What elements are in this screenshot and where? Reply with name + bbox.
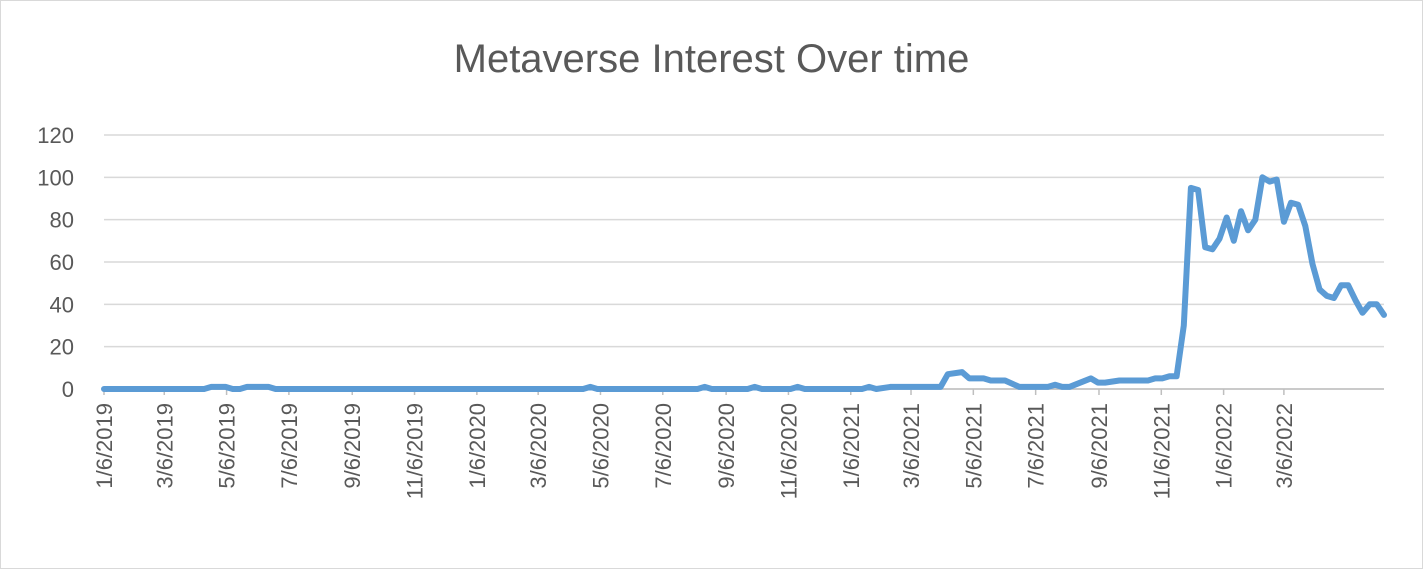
y-tick-label: 60 xyxy=(50,250,74,275)
x-tick-label: 1/6/2019 xyxy=(92,403,117,489)
y-tick-label: 120 xyxy=(37,123,74,148)
x-tick-label: 7/6/2019 xyxy=(277,403,302,489)
y-tick-label: 80 xyxy=(50,208,74,233)
y-tick-label: 0 xyxy=(62,377,74,402)
x-tick-label: 1/6/2022 xyxy=(1212,403,1237,489)
x-tick-label: 9/6/2021 xyxy=(1087,403,1112,489)
series-layer xyxy=(101,174,1387,392)
x-axis-ticks: 1/6/2019 3/6/2019 5/6/2019 7/6/2019 9/6/2019… xyxy=(92,389,1297,499)
x-tick-label: 3/6/2020 xyxy=(526,403,551,489)
x-tick-label: 1/6/2020 xyxy=(465,403,490,489)
x-tick-label: 11/6/2020 xyxy=(776,403,801,499)
x-tick-label: 11/6/2021 xyxy=(1149,403,1174,499)
x-tick-label: 7/6/2020 xyxy=(651,403,676,489)
x-tick-label: 1/6/2021 xyxy=(839,403,864,489)
x-tick-label: 5/6/2020 xyxy=(588,403,613,489)
gridlines xyxy=(104,134,1384,390)
x-tick-label: 9/6/2020 xyxy=(714,403,739,489)
x-tick-label: 3/6/2022 xyxy=(1272,403,1297,489)
x-tick-label: 3/6/2021 xyxy=(899,403,924,489)
x-tick-label: 11/6/2019 xyxy=(403,403,428,499)
y-tick-label: 20 xyxy=(50,335,74,360)
x-tick-label: 3/6/2019 xyxy=(152,403,177,489)
x-tick-label: 5/6/2021 xyxy=(961,403,986,489)
x-tick-label: 5/6/2019 xyxy=(215,403,240,489)
chart-title: Metaverse Interest Over time xyxy=(453,37,970,81)
y-axis-ticks: 0 20 40 60 80 100 120 xyxy=(37,123,74,402)
x-tick-label: 7/6/2021 xyxy=(1024,403,1049,489)
y-tick-label: 100 xyxy=(37,165,74,190)
series-line xyxy=(101,174,1387,392)
y-tick-label: 40 xyxy=(50,292,74,317)
x-tick-label: 9/6/2019 xyxy=(340,403,365,489)
